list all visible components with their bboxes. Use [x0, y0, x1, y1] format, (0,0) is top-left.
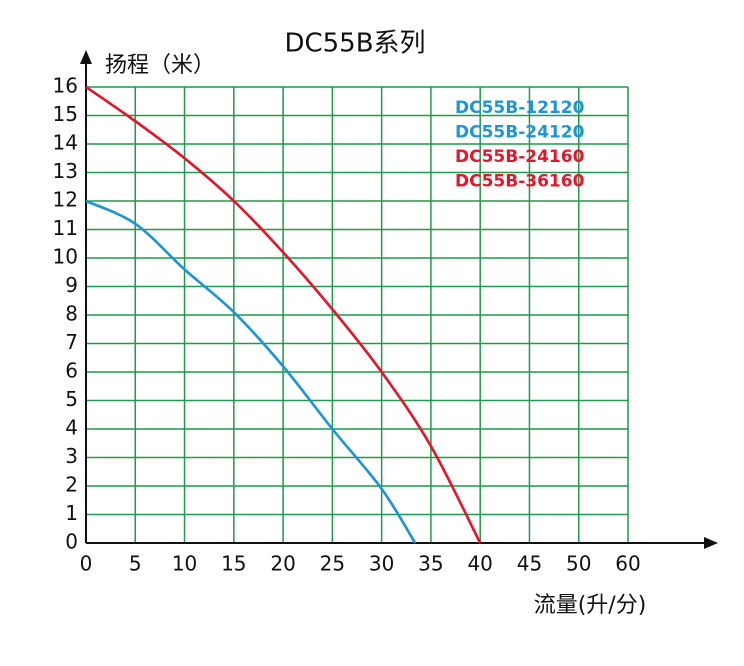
y-tick-label: 16 — [53, 74, 78, 98]
legend-label: DC55B-12120 — [455, 98, 585, 118]
y-tick-label: 6 — [65, 359, 78, 383]
y-tick-label: 0 — [65, 530, 78, 554]
y-tick-label: 9 — [65, 273, 78, 297]
y-tick-label: 8 — [65, 302, 78, 326]
x-tick-label: 20 — [270, 552, 295, 576]
x-axis-label: 流量(升/分) — [534, 593, 647, 618]
y-tick-label: 12 — [53, 188, 78, 212]
y-tick-label: 5 — [65, 387, 78, 411]
x-tick-label: 5 — [129, 552, 142, 576]
y-tick-label: 7 — [65, 330, 78, 354]
legend-label: DC55B-24160 — [455, 147, 585, 167]
x-tick-label: 40 — [467, 552, 492, 576]
chart-title: DC55B系列 — [284, 29, 425, 59]
y-axis-arrow — [80, 50, 92, 64]
y-tick-label: 13 — [53, 159, 78, 183]
x-axis-arrow — [704, 537, 718, 549]
x-tick-label: 60 — [615, 552, 640, 576]
legend-label: DC55B-36160 — [455, 172, 585, 192]
x-tick-label: 50 — [566, 552, 591, 576]
y-tick-label: 4 — [65, 416, 78, 440]
series-line — [85, 199, 417, 544]
y-tick-label: 1 — [65, 501, 78, 525]
x-tick-label: 25 — [320, 552, 345, 576]
y-tick-label: 3 — [65, 444, 78, 468]
y-tick-label: 11 — [53, 216, 78, 240]
x-tick-label: 15 — [221, 552, 246, 576]
y-tick-label: 15 — [53, 102, 78, 126]
y-tick-label: 2 — [65, 473, 78, 497]
x-tick-label: 45 — [517, 552, 542, 576]
y-axis-label: 扬程（米） — [105, 53, 215, 78]
x-tick-label: 35 — [418, 552, 443, 576]
x-tick-label: 0 — [80, 552, 93, 576]
y-tick-label: 14 — [53, 131, 78, 155]
x-tick-label: 10 — [172, 552, 197, 576]
legend-label: DC55B-24120 — [455, 123, 585, 143]
series-line — [85, 85, 482, 544]
y-tick-label: 10 — [53, 245, 78, 269]
x-tick-label: 30 — [369, 552, 394, 576]
